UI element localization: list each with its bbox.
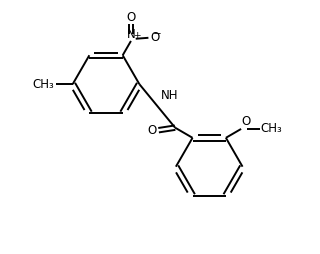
Text: O: O [150,31,159,44]
Text: O: O [148,124,157,137]
Text: +: + [133,31,140,40]
Text: NH: NH [161,89,179,102]
Text: CH₃: CH₃ [33,78,54,91]
Text: −: − [153,29,162,39]
Text: O: O [126,10,136,24]
Text: CH₃: CH₃ [260,122,282,135]
Text: N: N [127,28,135,41]
Text: O: O [242,115,251,128]
